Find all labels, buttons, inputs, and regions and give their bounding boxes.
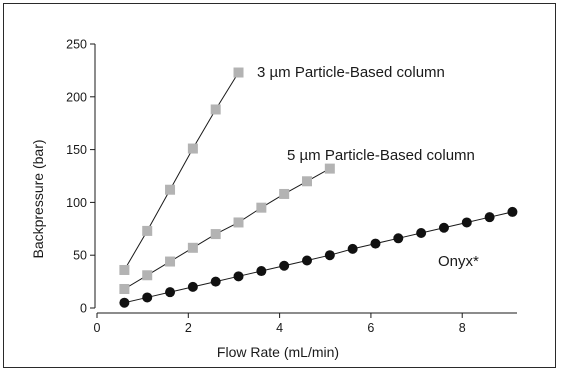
data-point [142, 292, 153, 303]
y-tick-label: 0 [80, 302, 87, 316]
data-point [484, 212, 495, 223]
y-tick-label: 150 [66, 143, 87, 157]
y-tick-label: 100 [66, 196, 87, 210]
x-axis-ticks: 0 2 4 6 8 [94, 313, 466, 335]
data-point [142, 270, 153, 281]
y-tick-label: 200 [66, 90, 87, 104]
data-point [507, 206, 518, 217]
x-tick-label: 8 [459, 321, 466, 335]
data-point [119, 283, 130, 294]
data-point [279, 188, 290, 199]
data-point [302, 255, 312, 266]
y-axis-title: Backpressure (bar) [30, 139, 46, 258]
data-point [324, 250, 335, 261]
y-tick-label: 250 [66, 38, 87, 52]
data-point [187, 242, 198, 253]
data-point [256, 266, 267, 277]
y-axis-ticks: 0 50 100 150 200 250 [66, 38, 95, 316]
series-line-1 [124, 168, 331, 290]
series-label-3um: 3 µm Particle-Based column [257, 64, 445, 81]
x-axis-title: Flow Rate (mL/min) [217, 344, 339, 360]
data-point [187, 143, 198, 154]
data-point [233, 67, 244, 78]
data-point [210, 276, 221, 287]
x-tick-label: 6 [367, 321, 374, 335]
data-point [233, 271, 244, 282]
data-point [142, 225, 153, 236]
series-markers [119, 67, 518, 308]
x-tick-label: 2 [185, 321, 192, 335]
axes [94, 44, 517, 314]
data-point [165, 256, 176, 267]
x-tick-label: 0 [94, 321, 101, 335]
data-point [165, 184, 176, 195]
data-point [119, 297, 130, 308]
data-point [210, 229, 221, 240]
data-point [279, 260, 290, 271]
data-point [256, 202, 267, 213]
data-point [461, 217, 472, 228]
data-point [438, 222, 449, 233]
series-label-5um: 5 µm Particle-Based column [287, 147, 475, 164]
data-point [165, 287, 176, 298]
x-tick-label: 4 [276, 321, 283, 335]
data-point [370, 238, 381, 249]
series-label-onyx: Onyx* [438, 253, 479, 270]
data-point [233, 217, 244, 228]
series-line-0 [123, 72, 239, 271]
data-point [119, 264, 130, 275]
data-point [302, 176, 312, 187]
y-tick-label: 50 [73, 249, 87, 263]
data-point [347, 243, 358, 254]
data-point [416, 228, 427, 239]
data-point [210, 104, 221, 115]
data-point [324, 163, 335, 174]
data-point [187, 281, 198, 292]
data-point [393, 233, 404, 244]
